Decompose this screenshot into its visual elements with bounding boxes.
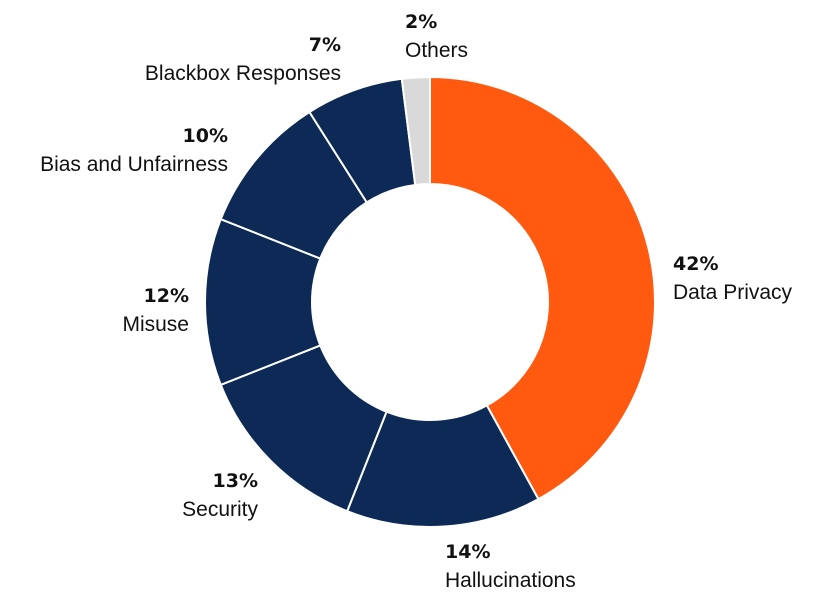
category-label-others: Others — [405, 39, 468, 62]
value-label-misuse: 12% — [144, 285, 189, 307]
category-label-misuse: Misuse — [122, 313, 189, 336]
slice-labels: 42% Data Privacy 14% Hallucinations 13% Secur… — [40, 11, 792, 592]
donut-slices — [204, 75, 656, 528]
value-label-hallucinations: 14% — [445, 541, 490, 563]
category-label-hallucinations: Hallucinations — [445, 569, 576, 592]
category-label-blackbox-responses: Blackbox Responses — [145, 62, 341, 85]
category-label-bias-and-unfairness: Bias and Unfairness — [40, 153, 228, 176]
value-label-blackbox-responses: 7% — [309, 34, 341, 56]
slice-data-privacy — [429, 75, 656, 501]
value-label-others: 2% — [405, 11, 437, 33]
category-label-data-privacy: Data Privacy — [673, 281, 793, 304]
category-label-security: Security — [182, 498, 258, 521]
value-label-security: 13% — [213, 470, 258, 492]
value-label-data-privacy: 42% — [673, 253, 718, 275]
value-label-bias-and-unfairness: 10% — [183, 125, 228, 147]
slice-others — [400, 75, 431, 187]
